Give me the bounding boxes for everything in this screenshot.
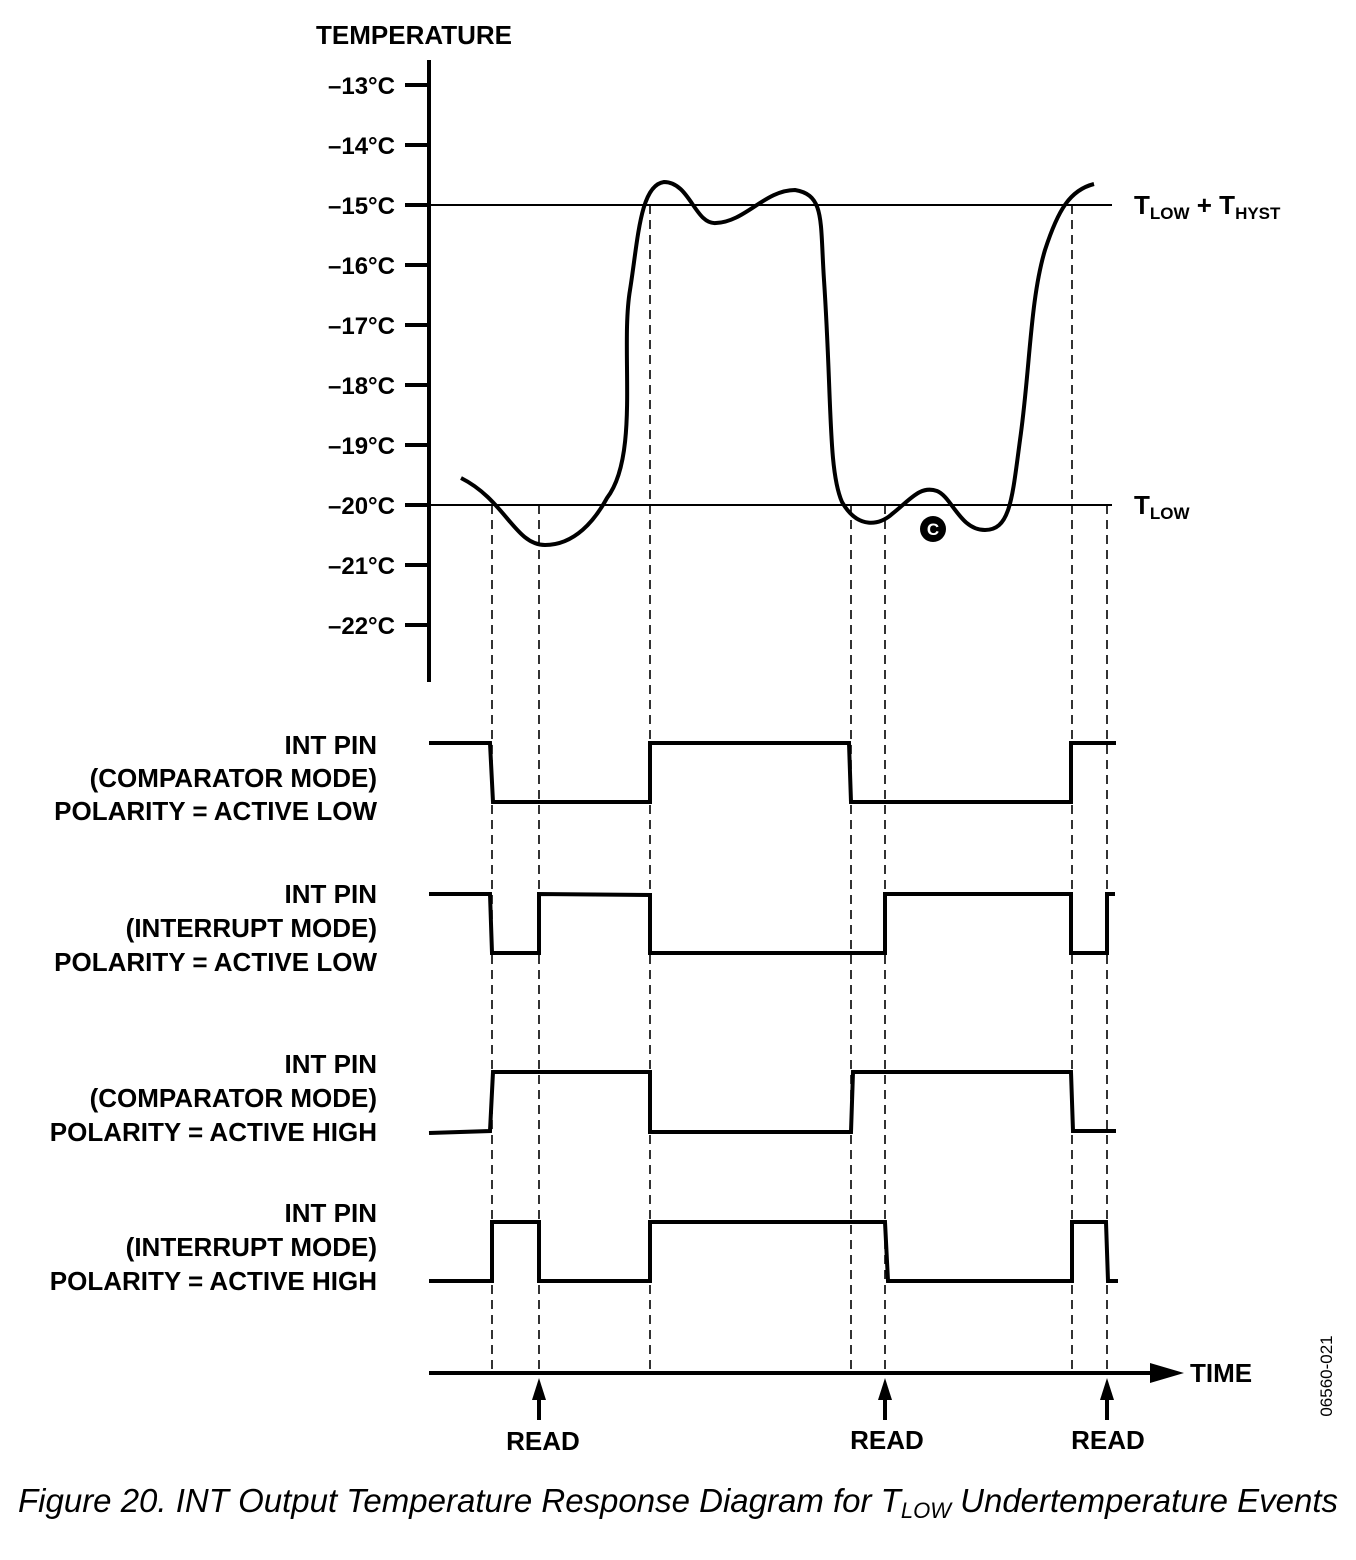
read-marker: READ xyxy=(1071,1378,1145,1455)
marker-c-letter: C xyxy=(927,520,939,539)
signal-label-comparator-active-high: INT PIN (COMPARATOR MODE) POLARITY = ACT… xyxy=(50,1049,377,1147)
svg-text:POLARITY = ACTIVE LOW: POLARITY = ACTIVE LOW xyxy=(54,947,377,977)
tick-label: –20°C xyxy=(328,493,395,520)
time-axis-label: TIME xyxy=(1190,1358,1252,1388)
svg-text:INT PIN: INT PIN xyxy=(285,879,377,909)
temperature-curve xyxy=(460,180,1095,547)
svg-text:(COMPARATOR MODE): (COMPARATOR MODE) xyxy=(90,763,377,793)
time-guides xyxy=(491,205,1108,1372)
svg-text:POLARITY = ACTIVE HIGH: POLARITY = ACTIVE HIGH xyxy=(50,1266,377,1296)
read-marker: READ xyxy=(506,1378,580,1456)
tick-label: –14°C xyxy=(328,133,395,160)
tick-label: –18°C xyxy=(328,373,395,400)
tick-label: –22°C xyxy=(328,613,395,640)
read-label: READ xyxy=(506,1426,580,1456)
waveform-comparator-active-high xyxy=(428,1070,1116,1135)
signal-label-comparator-active-low: INT PIN (COMPARATOR MODE) POLARITY = ACT… xyxy=(54,730,377,826)
svg-text:INT PIN: INT PIN xyxy=(285,1049,377,1079)
svg-text:POLARITY = ACTIVE HIGH: POLARITY = ACTIVE HIGH xyxy=(50,1117,377,1147)
read-marker: READ xyxy=(850,1378,924,1455)
read-label: READ xyxy=(850,1425,924,1455)
waveform-comparator-active-low xyxy=(429,741,1116,804)
read-arrowhead xyxy=(532,1378,546,1400)
svg-text:(COMPARATOR MODE): (COMPARATOR MODE) xyxy=(90,1083,377,1113)
upper-threshold-label: TLOW + THYST xyxy=(1134,190,1281,223)
read-arrowhead xyxy=(878,1378,892,1400)
signal-label-interrupt-active-low: INT PIN (INTERRUPT MODE) POLARITY = ACTI… xyxy=(54,879,377,977)
svg-text:INT PIN: INT PIN xyxy=(285,730,377,760)
tick-label: –17°C xyxy=(328,313,395,340)
y-axis-ticks xyxy=(405,83,429,627)
marker-c-circle xyxy=(920,516,946,542)
svg-text:POLARITY = ACTIVE LOW: POLARITY = ACTIVE LOW xyxy=(54,796,377,826)
waveform-interrupt-active-high xyxy=(429,1220,1118,1283)
signal-label-interrupt-active-high: INT PIN (INTERRUPT MODE) POLARITY = ACTI… xyxy=(50,1198,377,1296)
tick-label: –13°C xyxy=(328,73,395,100)
waveform-interrupt-active-low xyxy=(429,891,1115,955)
svg-text:(INTERRUPT MODE): (INTERRUPT MODE) xyxy=(126,913,377,943)
read-arrowhead xyxy=(1100,1378,1114,1400)
lower-threshold-label: TLOW xyxy=(1134,490,1190,523)
svg-text:INT PIN: INT PIN xyxy=(285,1198,377,1228)
marker-c: C xyxy=(920,516,946,542)
tick-label: –16°C xyxy=(328,253,395,280)
svg-text:(INTERRUPT MODE): (INTERRUPT MODE) xyxy=(126,1232,377,1262)
figure-code: 06560-021 xyxy=(1317,1335,1336,1416)
time-axis-arrowhead xyxy=(1150,1363,1184,1383)
tick-label: –15°C xyxy=(328,193,395,220)
y-axis-title: TEMPERATURE xyxy=(316,20,512,50)
tick-label: –21°C xyxy=(328,553,395,580)
y-axis-tick-labels: –13°C –14°C –15°C –16°C –17°C –18°C –19°… xyxy=(328,73,395,640)
figure-caption: Figure 20. INT Output Temperature Respon… xyxy=(18,1482,1338,1523)
tick-label: –19°C xyxy=(328,433,395,460)
read-label: READ xyxy=(1071,1425,1145,1455)
